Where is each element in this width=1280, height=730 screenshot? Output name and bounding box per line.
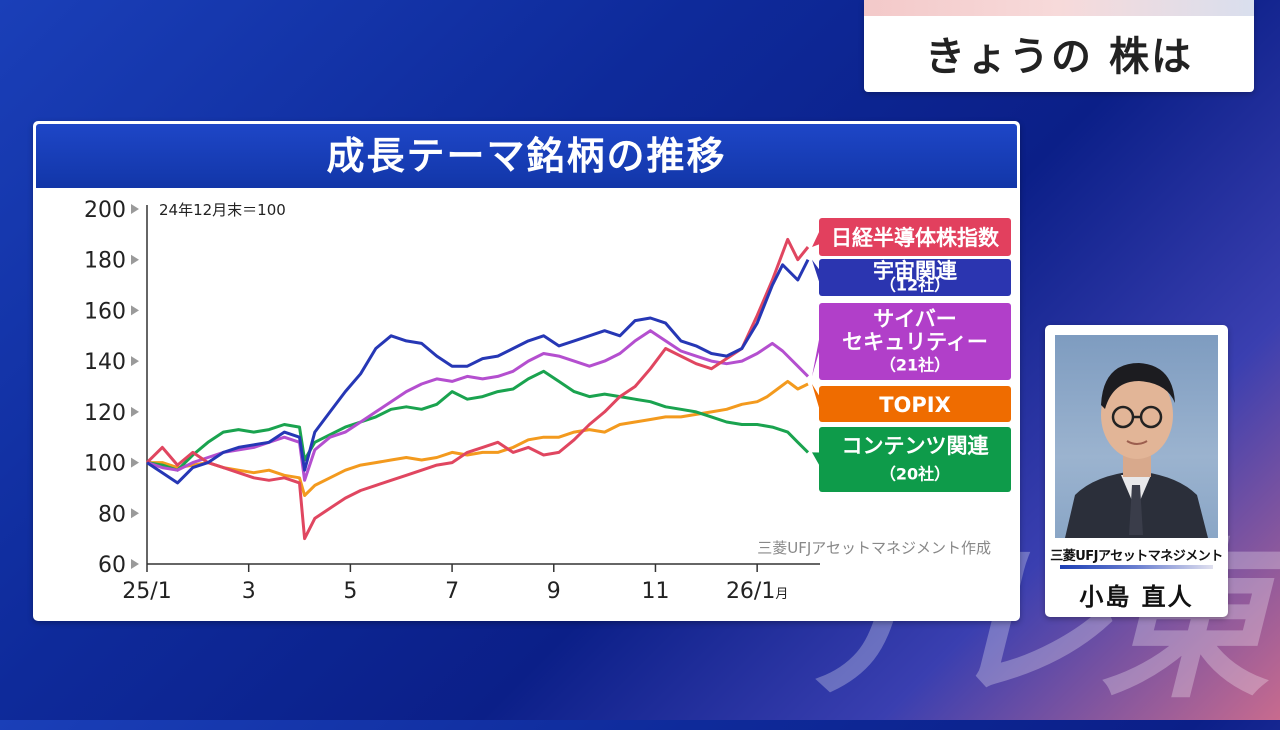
y-tick-label: 60	[98, 553, 126, 578]
x-tick-label: 26/1月	[726, 579, 788, 604]
headline-strip	[864, 0, 1254, 16]
legend-label: TOPIX	[879, 393, 951, 417]
legend-box-4	[819, 427, 1011, 492]
line-chart: 60 80 100 120 140 160 180 200 25/1 3 5 7 9 11 26/1月 24年…	[84, 198, 1011, 604]
speaker-company: 三菱UFJアセットマネジメント	[1050, 549, 1223, 564]
chart-subtitle: 24年12月末＝100	[159, 201, 286, 219]
series-line-4	[146, 259, 810, 485]
legend-pointer-1	[812, 259, 820, 285]
y-tick-label: 100	[84, 452, 126, 477]
headline-box: きょうの 株は	[864, 0, 1254, 92]
series-line-1	[146, 369, 810, 472]
x-tick-label: 3	[242, 579, 256, 604]
x-tick-label: 7	[445, 579, 459, 604]
legend-box-3	[819, 386, 1011, 422]
legend-pointer-3	[812, 383, 820, 411]
headline-title: きょうの 株は	[925, 34, 1193, 80]
legend-label: サイバー	[873, 307, 957, 331]
y-tick-marker	[131, 406, 139, 417]
series-line-3	[145, 237, 810, 541]
legend-pointer-0	[812, 230, 820, 248]
legend-label: セキュリティー	[842, 330, 988, 354]
y-tick-label: 140	[84, 350, 126, 375]
legend-label: 宇宙関連	[873, 259, 958, 283]
x-tick-label: 9	[547, 579, 561, 604]
y-tick-label: 160	[84, 299, 126, 324]
legend-label: （21社）	[880, 355, 950, 374]
chart-title: 成長テーマ銘柄の推移	[36, 124, 1017, 188]
x-tick-label: 11	[641, 579, 669, 604]
legend-label: 日経半導体株指数	[831, 226, 1000, 250]
legend-label: （12社）	[880, 276, 950, 295]
legend-pointer-4	[812, 452, 820, 467]
chart-panel: 成長テーマ銘柄の推移 60 80 100 120 140 160 180 200 25/1 3 5 7…	[33, 121, 1020, 621]
legend-pointer-2	[812, 334, 820, 377]
y-tick-label: 80	[98, 502, 126, 527]
series-line-0	[147, 379, 809, 497]
person-portrait-icon	[1065, 363, 1208, 538]
y-tick-marker	[131, 457, 139, 468]
x-tick-label: 25/1	[122, 579, 171, 604]
y-tick-marker	[131, 305, 139, 316]
y-tick-marker	[131, 356, 139, 367]
y-tick-label: 180	[84, 249, 126, 274]
y-tick-marker	[131, 559, 139, 569]
speaker-name: 小島 直人	[1079, 583, 1194, 611]
chart-source: 三菱UFJアセットマネジメント作成	[757, 539, 991, 557]
y-tick-label: 200	[84, 198, 126, 223]
legend-box-1	[819, 259, 1011, 296]
y-tick-label: 120	[84, 401, 126, 426]
legend-box-0	[819, 218, 1011, 256]
legend-box-2	[819, 303, 1011, 380]
legend-label: （20社）	[880, 465, 950, 484]
company-underline	[1060, 565, 1213, 569]
y-tick-marker	[131, 204, 139, 214]
y-tick-marker	[131, 254, 139, 265]
legend-label: コンテンツ関連	[842, 434, 990, 458]
y-tick-marker	[131, 508, 139, 519]
x-tick-label: 5	[343, 579, 357, 604]
speaker-photo	[1055, 335, 1218, 538]
speaker-card: 三菱UFJアセットマネジメント 小島 直人	[1045, 325, 1228, 617]
